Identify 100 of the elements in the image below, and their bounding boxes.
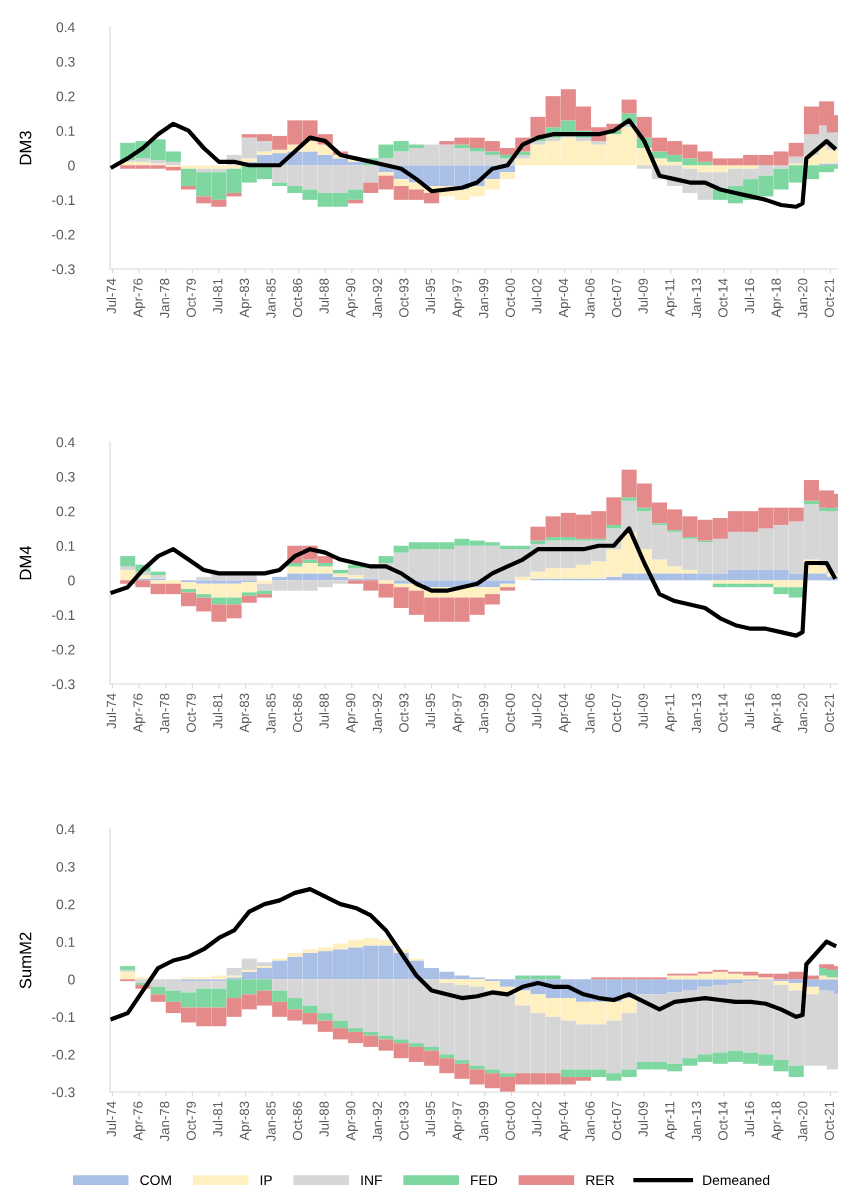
x-tick-label: Oct-93 bbox=[399, 693, 409, 732]
x-tick-label: Apr-97 bbox=[452, 693, 465, 733]
y-tick-label: -0.1 bbox=[51, 610, 75, 621]
y-tick-label: 0.4 bbox=[56, 437, 75, 448]
x-tick-label: Jul-88 bbox=[319, 1101, 329, 1137]
x-tick-label: Jan-99 bbox=[479, 278, 489, 319]
x-tick-label: Jan-06 bbox=[585, 1101, 595, 1142]
x-tick-label: Apr-11 bbox=[665, 278, 678, 317]
x-tick-label: Jul-95 bbox=[425, 1101, 436, 1137]
x-tick-label: Oct-14 bbox=[718, 693, 728, 732]
y-tick-label: 0 bbox=[68, 974, 75, 985]
x-tick-label: Oct-00 bbox=[505, 278, 515, 317]
x-tick-label: Apr-04 bbox=[558, 278, 571, 318]
x-tick-label: Jul-95 bbox=[425, 278, 436, 314]
x-tick-label: Jul-81 bbox=[212, 278, 223, 314]
x-tick-label: Jan-85 bbox=[266, 278, 276, 319]
y-tick-label: -0.3 bbox=[51, 264, 75, 275]
y-tick-label: 0.1 bbox=[56, 541, 75, 551]
x-tick-label: Jul-02 bbox=[531, 278, 542, 314]
x-tick-label: Jan-78 bbox=[159, 693, 170, 734]
legend-label: COM bbox=[140, 1175, 171, 1186]
x-tick-label: Jan-78 bbox=[159, 278, 170, 319]
x-tick-label: Jul-74 bbox=[106, 693, 117, 729]
y-tick-label: -0.1 bbox=[51, 195, 75, 206]
x-tick-label: Jul-81 bbox=[212, 1101, 223, 1137]
x-tick-label: Apr-11 bbox=[665, 693, 678, 732]
x-tick-label: Oct-21 bbox=[824, 1101, 834, 1140]
x-tick-label: Apr-18 bbox=[771, 693, 784, 733]
legend-label: INF bbox=[361, 1175, 382, 1185]
x-tick-label: Jan-78 bbox=[159, 1101, 170, 1142]
x-tick-label: Oct-07 bbox=[611, 1101, 622, 1140]
legend-label: Demeaned bbox=[703, 1174, 770, 1186]
x-tick-label: Jan-85 bbox=[266, 1101, 276, 1142]
y-tick-label: 0.2 bbox=[56, 899, 75, 910]
x-tick-label: Jul-74 bbox=[106, 1101, 117, 1137]
x-tick-label: Apr-97 bbox=[452, 278, 465, 318]
x-tick-label: Apr-83 bbox=[239, 278, 252, 318]
y-tick-label: 0 bbox=[68, 575, 75, 586]
y-tick-label: 0.3 bbox=[56, 56, 75, 67]
x-tick-label: Oct-00 bbox=[505, 693, 515, 732]
y-axis-title: DM4 bbox=[19, 545, 32, 580]
x-tick-label: Jan-06 bbox=[585, 278, 595, 319]
x-tick-label: Apr-97 bbox=[452, 1101, 465, 1141]
x-tick-label: Jul-88 bbox=[319, 278, 329, 314]
x-tick-label: Jan-92 bbox=[372, 278, 382, 319]
x-tick-label: Apr-90 bbox=[346, 1101, 358, 1141]
x-tick-label: Jan-85 bbox=[266, 693, 276, 734]
x-tick-label: Apr-18 bbox=[771, 1101, 784, 1141]
x-tick-label: Oct-14 bbox=[718, 1101, 728, 1140]
y-tick-label: -0.3 bbox=[51, 1087, 75, 1098]
x-tick-label: Jan-13 bbox=[691, 1101, 702, 1142]
x-tick-label: Oct-21 bbox=[824, 278, 834, 317]
x-tick-label: Jul-88 bbox=[319, 693, 329, 729]
x-tick-label: Oct-79 bbox=[186, 693, 196, 732]
x-tick-label: Oct-79 bbox=[186, 1101, 196, 1140]
x-tick-label: Oct-93 bbox=[399, 278, 409, 317]
x-tick-label: Apr-76 bbox=[133, 278, 146, 318]
x-tick-label: Apr-83 bbox=[239, 1101, 252, 1141]
x-tick-label: Oct-93 bbox=[399, 1101, 409, 1140]
y-tick-label: 0.4 bbox=[56, 22, 75, 33]
x-tick-label: Jan-13 bbox=[691, 693, 702, 734]
y-tick-label: -0.1 bbox=[51, 1012, 75, 1023]
y-axis-title: SumM2 bbox=[19, 932, 32, 989]
legend-label: RER bbox=[586, 1175, 614, 1185]
x-tick-label: Jul-16 bbox=[744, 693, 755, 729]
y-axis-title: DM3 bbox=[19, 131, 32, 165]
y-tick-label: 0.3 bbox=[56, 861, 75, 872]
x-tick-label: Apr-04 bbox=[558, 693, 571, 733]
x-tick-label: Jan-20 bbox=[798, 278, 808, 319]
legend-label: FED bbox=[471, 1175, 498, 1185]
x-tick-label: Jul-16 bbox=[744, 1101, 755, 1137]
x-tick-label: Jan-92 bbox=[372, 1101, 382, 1142]
x-tick-label: Apr-04 bbox=[558, 1101, 571, 1141]
x-tick-label: Apr-83 bbox=[239, 693, 252, 733]
x-tick-label: Jul-74 bbox=[106, 278, 117, 314]
y-tick-label: -0.3 bbox=[51, 679, 75, 690]
y-tick-label: 0.1 bbox=[56, 937, 75, 947]
x-tick-label: Jan-20 bbox=[798, 693, 808, 734]
x-tick-label: Jul-09 bbox=[638, 1101, 648, 1137]
x-tick-label: Oct-86 bbox=[292, 278, 303, 317]
x-tick-label: Jan-92 bbox=[372, 693, 382, 734]
x-tick-label: Apr-76 bbox=[133, 693, 146, 733]
x-tick-label: Oct-14 bbox=[718, 278, 728, 317]
y-tick-label: 0 bbox=[68, 160, 75, 171]
y-tick-label: -0.2 bbox=[51, 644, 75, 655]
x-tick-label: Jul-02 bbox=[531, 693, 542, 729]
x-tick-label: Oct-07 bbox=[611, 693, 622, 732]
y-tick-label: 0.4 bbox=[56, 824, 75, 835]
x-tick-label: Jul-09 bbox=[638, 693, 648, 729]
x-tick-label: Apr-90 bbox=[346, 693, 358, 733]
x-tick-label: Apr-90 bbox=[346, 278, 358, 318]
x-tick-label: Apr-18 bbox=[771, 278, 784, 318]
y-tick-label: -0.2 bbox=[51, 1049, 75, 1060]
x-tick-label: Oct-86 bbox=[292, 693, 303, 732]
x-tick-label: Oct-86 bbox=[292, 1101, 303, 1140]
x-tick-label: Apr-76 bbox=[133, 1101, 146, 1141]
x-tick-label: Apr-11 bbox=[665, 1101, 678, 1140]
x-tick-label: Jan-06 bbox=[585, 693, 595, 734]
x-tick-label: Oct-79 bbox=[186, 278, 196, 317]
x-tick-label: Jul-81 bbox=[212, 693, 223, 729]
